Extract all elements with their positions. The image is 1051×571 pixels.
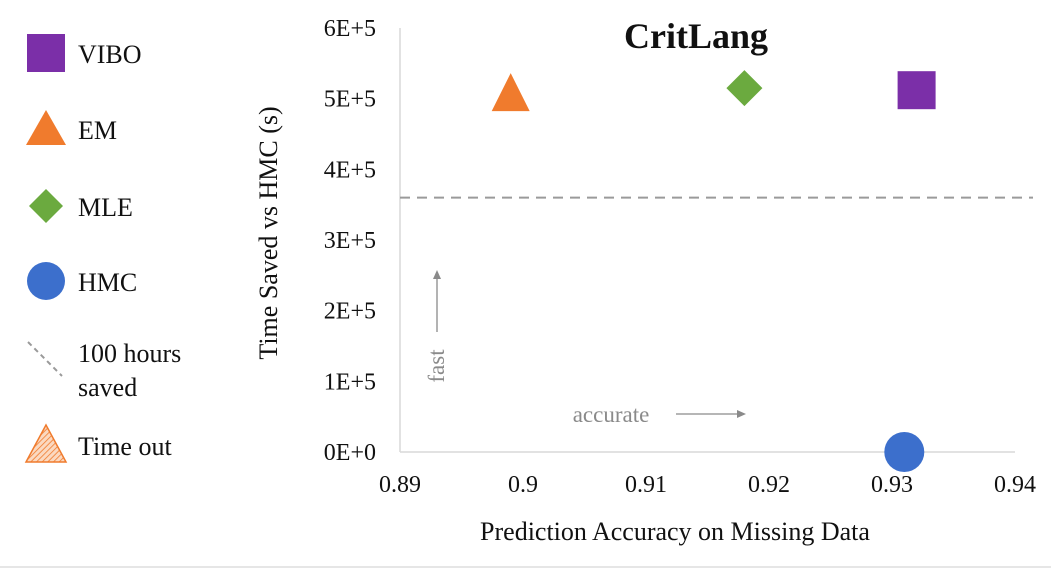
x-tick-label: 0.92 — [748, 472, 790, 498]
legend: VIBO EM MLE HMC 100 hours saved Time out — [24, 34, 181, 463]
x-tick-label: 0.9 — [508, 472, 538, 498]
accurate-label: accurate — [573, 402, 650, 427]
legend-marker-time-out — [24, 423, 68, 463]
legend-marker-vibo — [27, 34, 65, 72]
x-tick-label: 0.91 — [625, 472, 667, 498]
point-em — [491, 73, 530, 112]
chart-title: CritLang — [624, 16, 768, 56]
x-tick-label: 0.93 — [871, 472, 913, 498]
x-tick-label: 0.94 — [994, 472, 1036, 498]
legend-label-100-hours-line2: saved — [78, 373, 137, 402]
legend-item-100-hours-saved: 100 hours saved — [27, 339, 181, 402]
point-mle — [726, 70, 763, 107]
y-tick-label: 1E+5 — [324, 369, 376, 395]
x-tick-labels: 0.89 0.9 0.91 0.92 0.93 0.94 — [379, 472, 1036, 498]
y-tick-label: 3E+5 — [324, 228, 376, 254]
y-tick-label: 0E+0 — [324, 440, 376, 466]
legend-marker-em — [26, 110, 66, 145]
fast-annotation: fast — [424, 270, 449, 383]
y-tick-label: 5E+5 — [324, 87, 376, 113]
legend-marker-dashed-line — [27, 341, 63, 377]
y-tick-label: 2E+5 — [324, 299, 376, 325]
legend-item-mle: MLE — [29, 189, 133, 223]
legend-item-hmc: HMC — [27, 262, 137, 300]
legend-label-hmc: HMC — [78, 268, 137, 297]
data-points — [491, 70, 936, 472]
x-axis-title: Prediction Accuracy on Missing Data — [480, 517, 870, 546]
legend-label-time-out: Time out — [78, 432, 172, 461]
legend-label-100-hours-line1: 100 hours — [78, 339, 181, 368]
y-axis-title: Time Saved vs HMC (s) — [254, 106, 283, 359]
legend-marker-hmc — [27, 262, 65, 300]
fast-arrow-head — [433, 270, 441, 279]
y-tick-label: 4E+5 — [324, 157, 376, 183]
fast-label: fast — [424, 349, 449, 383]
legend-label-mle: MLE — [78, 193, 133, 222]
x-tick-label: 0.89 — [379, 472, 421, 498]
y-tick-label: 6E+5 — [324, 16, 376, 42]
point-vibo — [897, 71, 936, 110]
y-tick-labels: 0E+0 1E+5 2E+5 3E+5 4E+5 5E+5 6E+5 — [324, 16, 376, 466]
legend-label-em: EM — [78, 116, 117, 145]
legend-marker-mle — [29, 189, 63, 223]
accurate-annotation: accurate — [573, 402, 746, 427]
accurate-arrow-head — [737, 410, 746, 418]
legend-item-time-out: Time out — [24, 423, 172, 463]
point-hmc — [884, 432, 925, 472]
legend-item-vibo: VIBO — [27, 34, 142, 72]
legend-item-em: EM — [26, 110, 117, 145]
legend-label-vibo: VIBO — [78, 40, 142, 69]
